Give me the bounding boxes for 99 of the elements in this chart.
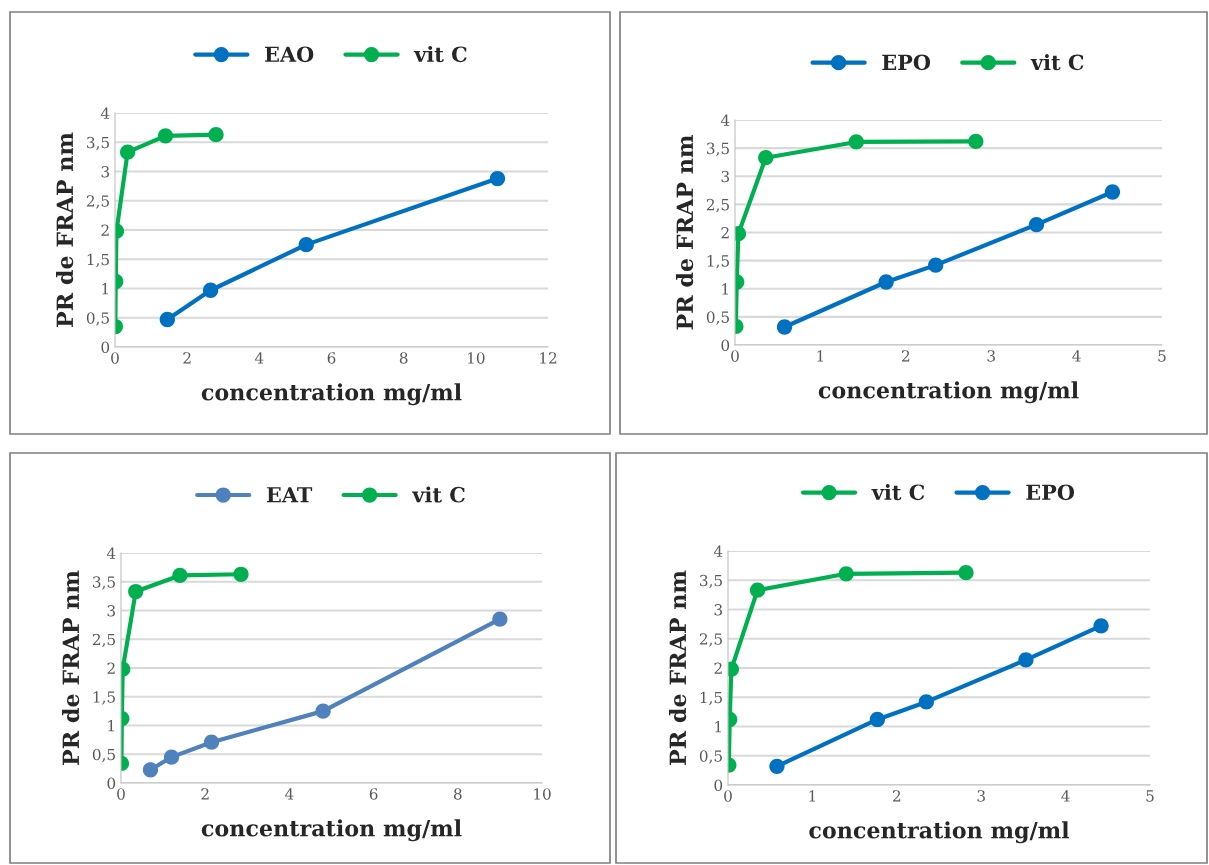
x-tick-label: 12	[540, 352, 557, 364]
point	[848, 134, 864, 150]
y-tick-label: 3,5	[707, 142, 729, 157]
y-tick-label: 0,5	[706, 311, 729, 325]
y-tick-label: 1,5	[707, 255, 729, 269]
y-tick-label: 3,5	[700, 574, 722, 589]
y-axis-title: PR de FRAP nm	[62, 570, 80, 765]
y-tick-label: 1	[102, 282, 108, 295]
point	[298, 236, 314, 253]
y-tick-label: 0,5	[86, 312, 109, 326]
x-tick-label: 2	[892, 790, 901, 802]
x-tick-label: 5	[1146, 790, 1154, 802]
x-tick-label: 10	[534, 788, 551, 800]
y-tick-label: 1	[108, 719, 114, 732]
x-tick-label: 6	[369, 788, 378, 800]
legend-label: EPO	[1026, 484, 1075, 501]
y-tick-label: 0	[721, 339, 730, 352]
point	[203, 734, 220, 750]
point	[968, 133, 984, 150]
y-tick-label: 2,5	[706, 198, 729, 213]
x-tick-label: 3	[977, 790, 985, 802]
y-tick-label: 0	[107, 777, 116, 790]
point	[315, 703, 331, 719]
x-axis-title: concentration mg/ml	[809, 821, 1070, 844]
point	[758, 150, 774, 166]
y-tick-label: 2,5	[86, 195, 109, 209]
point	[878, 274, 894, 290]
x-tick-label: 4	[254, 352, 264, 364]
x-axis-title: concentration mg/ml	[818, 381, 1079, 404]
point	[958, 565, 974, 581]
y-tick-label: 3,5	[87, 136, 109, 151]
point	[838, 566, 854, 582]
legend-label: EAO	[265, 46, 314, 63]
y-axis-title: PR de FRAP nm	[56, 132, 74, 327]
point	[918, 694, 934, 710]
y-tick-label: 2	[714, 662, 722, 674]
legend-label: EAT	[266, 487, 313, 503]
point	[776, 319, 793, 335]
point	[869, 711, 886, 728]
legend-label: vit C	[1030, 54, 1084, 71]
x-tick-label: 1	[817, 350, 824, 362]
x-tick-label: 4	[1061, 790, 1070, 802]
y-axis-title: PR de FRAP nm	[669, 570, 687, 765]
x-tick-label: 4	[285, 788, 294, 800]
y-tick-label: 3,5	[93, 576, 115, 590]
y-tick-label: 2	[721, 226, 729, 239]
y-tick-label: 4	[713, 545, 723, 557]
y-tick-label: 2,5	[92, 633, 115, 648]
x-tick-label: 8	[399, 352, 408, 364]
y-tick-label: 0	[101, 341, 110, 354]
y-tick-label: 3	[714, 603, 723, 616]
y-tick-label: 0,5	[92, 748, 115, 763]
point	[1104, 184, 1121, 200]
point	[159, 311, 175, 328]
point	[492, 611, 508, 627]
y-axis-title: PR de FRAP nm	[676, 135, 694, 330]
y-tick-label: 1	[715, 720, 721, 733]
y-tick-label: 3	[107, 604, 115, 617]
x-tick-label: 8	[453, 788, 462, 800]
point	[142, 762, 159, 778]
point	[1093, 618, 1109, 634]
point	[928, 257, 944, 273]
point	[202, 282, 219, 298]
y-tick-label: 1,5	[87, 253, 109, 268]
x-axis-title: concentration mg/ml	[201, 819, 462, 842]
y-tick-label: 2	[101, 224, 109, 236]
x-tick-label: 2	[901, 350, 910, 362]
x-tick-label: 1	[809, 790, 816, 802]
x-tick-label: 0	[117, 788, 125, 800]
point	[769, 758, 785, 774]
x-tick-label: 10	[467, 352, 485, 364]
legend-label: vit C	[413, 46, 467, 63]
legend-label: EPO	[882, 54, 931, 71]
x-tick-label: 3	[987, 350, 995, 362]
x-tick-label: 2	[201, 788, 209, 800]
point	[489, 170, 506, 187]
x-tick-label: 6	[327, 352, 336, 364]
y-tick-label: 4	[100, 107, 110, 119]
y-tick-label: 1,5	[93, 691, 115, 705]
y-tick-label: 2	[107, 662, 115, 674]
y-tick-label: 0,5	[699, 750, 722, 764]
y-tick-label: 1,5	[700, 691, 722, 706]
y-tick-label: 4	[106, 547, 116, 559]
point	[1018, 652, 1034, 668]
point	[1028, 216, 1045, 233]
x-tick-label: 4	[1072, 350, 1081, 362]
y-tick-label: 4	[720, 114, 730, 126]
y-tick-label: 2,5	[699, 633, 722, 647]
y-tick-label: 3	[721, 170, 730, 183]
point	[163, 749, 180, 765]
y-tick-label: 0	[714, 779, 723, 792]
legend-label: vit C	[411, 486, 465, 503]
x-axis-title: concentration mg/ml	[201, 383, 462, 406]
x-tick-label: 0	[731, 350, 739, 362]
legend-label: vit C	[871, 484, 925, 501]
y-tick-label: 3	[101, 165, 109, 178]
x-tick-label: 2	[183, 352, 191, 364]
x-tick-label: 5	[1158, 350, 1166, 362]
y-tick-label: 1	[722, 283, 728, 295]
